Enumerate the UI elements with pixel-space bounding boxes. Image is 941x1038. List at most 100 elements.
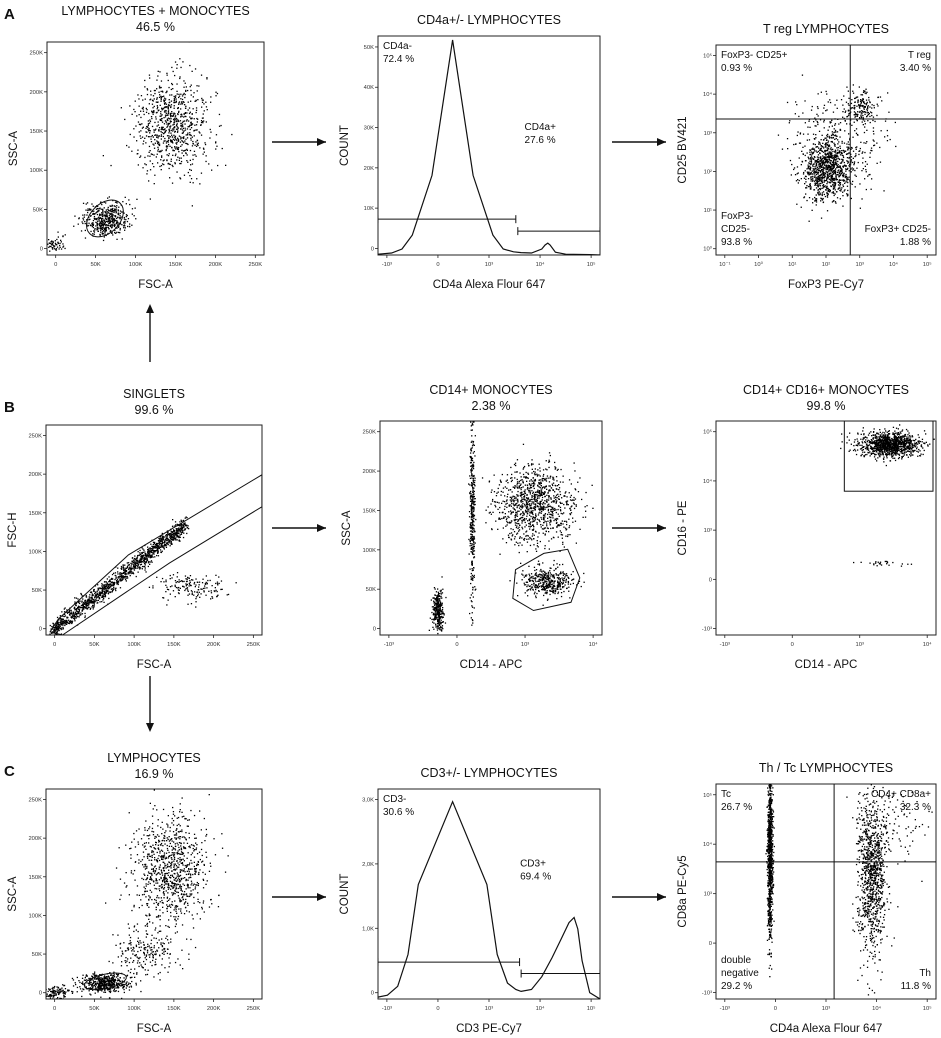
scatter-point bbox=[536, 521, 538, 524]
scatter-point bbox=[869, 111, 872, 113]
scatter-point bbox=[97, 595, 99, 598]
scatter-point bbox=[113, 218, 116, 220]
scatter-point bbox=[134, 207, 136, 209]
scatter-point bbox=[180, 524, 182, 526]
scatter-point bbox=[522, 482, 524, 484]
scatter-point bbox=[514, 499, 516, 501]
scatter-point bbox=[837, 181, 839, 183]
scatter-point bbox=[183, 137, 185, 140]
scatter-point bbox=[855, 97, 857, 99]
scatter-point bbox=[166, 604, 168, 606]
scatter-point bbox=[506, 479, 508, 481]
scatter-point bbox=[130, 563, 133, 565]
scatter-point bbox=[175, 142, 177, 144]
scatter-point bbox=[160, 115, 162, 117]
scatter-point bbox=[838, 141, 840, 143]
scatter-point bbox=[161, 109, 163, 111]
scatter-point bbox=[106, 214, 108, 216]
scatter-point bbox=[201, 99, 203, 101]
scatter-point bbox=[124, 118, 126, 121]
scatter-point bbox=[548, 516, 551, 518]
scatter-point bbox=[187, 89, 189, 92]
scatter-point bbox=[217, 584, 219, 586]
scatter-point bbox=[862, 98, 864, 100]
scatter-point bbox=[559, 493, 562, 496]
scatter-point bbox=[794, 113, 796, 115]
scatter-point bbox=[173, 120, 175, 122]
scatter-point bbox=[183, 116, 185, 118]
scatter-point bbox=[170, 533, 172, 536]
scatter-point bbox=[125, 569, 127, 571]
y-tick-label: 30K bbox=[364, 126, 374, 132]
scatter-point bbox=[113, 209, 116, 211]
scatter-point bbox=[202, 147, 205, 149]
scatter-point bbox=[100, 231, 102, 233]
scatter-point bbox=[518, 529, 521, 531]
scatter-point bbox=[94, 592, 96, 594]
scatter-point bbox=[61, 620, 63, 622]
scatter-point bbox=[571, 499, 573, 502]
scatter-point bbox=[170, 132, 172, 134]
scatter-point bbox=[110, 213, 112, 215]
chart-title: SINGLETS bbox=[123, 387, 185, 401]
scatter-point bbox=[839, 171, 841, 173]
scatter-point bbox=[525, 476, 527, 478]
scatter-point bbox=[186, 578, 188, 581]
scatter-point bbox=[548, 497, 550, 499]
scatter-point bbox=[844, 175, 846, 177]
scatter-point bbox=[197, 581, 199, 583]
scatter-point bbox=[51, 240, 53, 242]
scatter-point bbox=[864, 120, 866, 122]
scatter-point bbox=[837, 160, 839, 163]
scatter-point bbox=[202, 122, 204, 124]
scatter-point bbox=[865, 169, 867, 171]
scatter-point bbox=[203, 120, 205, 122]
scatter-point bbox=[541, 499, 543, 501]
scatter-point bbox=[544, 533, 546, 535]
scatter-point bbox=[159, 119, 162, 121]
scatter-point bbox=[559, 481, 562, 483]
scatter-point bbox=[92, 213, 94, 215]
scatter-point bbox=[146, 93, 149, 96]
scatter-point bbox=[69, 620, 72, 622]
scatter-point bbox=[161, 550, 163, 552]
scatter-point bbox=[802, 112, 804, 114]
scatter-point bbox=[94, 218, 96, 220]
scatter-point bbox=[104, 228, 106, 230]
scatter-point bbox=[832, 134, 834, 136]
scatter-point bbox=[524, 505, 526, 507]
scatter-point bbox=[113, 572, 115, 574]
scatter-point bbox=[140, 155, 142, 157]
scatter-point bbox=[71, 620, 74, 622]
scatter-point bbox=[91, 600, 93, 603]
scatter-point bbox=[526, 538, 528, 540]
polygon-gate bbox=[49, 474, 262, 635]
scatter-point bbox=[193, 92, 195, 94]
scatter-point bbox=[834, 134, 837, 136]
scatter-point bbox=[96, 222, 98, 224]
scatter-point bbox=[211, 585, 213, 587]
scatter-point bbox=[202, 587, 205, 590]
scatter-point bbox=[855, 175, 857, 177]
scatter-point bbox=[169, 105, 171, 107]
scatter-point bbox=[162, 538, 164, 540]
scatter-point bbox=[162, 129, 165, 131]
scatter-point bbox=[494, 504, 496, 507]
scatter-point bbox=[85, 604, 87, 606]
scatter-point bbox=[164, 140, 166, 142]
scatter-point bbox=[845, 168, 847, 170]
scatter-point bbox=[108, 587, 110, 590]
scatter-point bbox=[529, 512, 531, 514]
scatter-point bbox=[164, 114, 167, 116]
scatter-point bbox=[138, 123, 141, 125]
scatter-point bbox=[153, 542, 155, 544]
scatter-point bbox=[101, 232, 103, 234]
scatter-point bbox=[180, 580, 182, 582]
scatter-point bbox=[505, 525, 507, 527]
scatter-point bbox=[50, 632, 53, 634]
scatter-point bbox=[841, 142, 843, 144]
scatter-point bbox=[843, 150, 845, 152]
scatter-point bbox=[104, 593, 106, 595]
scatter-point bbox=[176, 131, 179, 133]
scatter-point bbox=[167, 139, 170, 141]
